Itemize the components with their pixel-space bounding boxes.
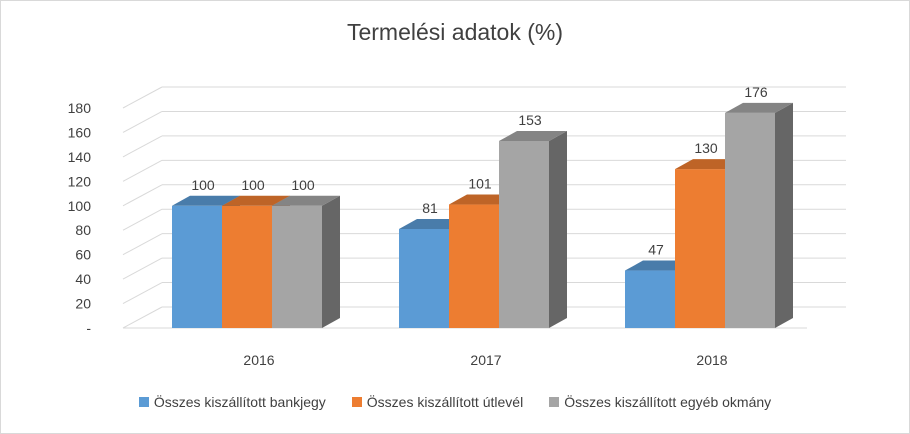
y-tick-label: 100 bbox=[68, 198, 92, 214]
data-label: 130 bbox=[694, 140, 718, 156]
gridline-diagonal bbox=[122, 159, 163, 182]
gridline-diagonal bbox=[122, 257, 163, 280]
y-tick-label: 40 bbox=[75, 271, 91, 287]
plot-area: - 20 40 60 80 100 120 140 160 180 100 100 100 2016 81 1… bbox=[68, 84, 846, 368]
legend-label: Összes kiszállított bankjegy bbox=[153, 394, 326, 410]
data-label: 100 bbox=[291, 177, 315, 193]
bar bbox=[222, 205, 272, 328]
bar-side bbox=[549, 131, 567, 328]
bar bbox=[172, 205, 222, 328]
gridline-diagonal bbox=[122, 208, 163, 231]
y-tick-label: 80 bbox=[75, 222, 91, 238]
legend-label: Összes kiszállított egyéb okmány bbox=[564, 394, 772, 410]
data-label: 100 bbox=[241, 177, 265, 193]
bar-top bbox=[172, 195, 240, 206]
data-label: 101 bbox=[468, 176, 492, 192]
data-label: 153 bbox=[518, 112, 542, 128]
legend-item: Összes kiszállított útlevél bbox=[351, 394, 524, 410]
legend-item: Összes kiszállított bankjegy bbox=[138, 394, 326, 410]
gridline-diagonal bbox=[122, 306, 163, 329]
bar bbox=[625, 270, 675, 328]
bar-top bbox=[499, 131, 567, 141]
x-tick-label: 2018 bbox=[696, 352, 727, 368]
data-label: 100 bbox=[191, 177, 215, 193]
y-tick-label: - bbox=[86, 320, 91, 336]
bar bbox=[725, 112, 775, 328]
x-tick-label: 2017 bbox=[470, 352, 501, 368]
y-tick-label: 160 bbox=[68, 124, 92, 140]
data-label: 47 bbox=[648, 242, 664, 258]
y-tick-label: 120 bbox=[68, 173, 92, 189]
bar bbox=[499, 141, 549, 328]
gridline-diagonal bbox=[122, 282, 163, 304]
bar-side bbox=[775, 102, 793, 328]
gridline-diagonal bbox=[122, 184, 163, 207]
y-tick-label: 180 bbox=[68, 100, 92, 116]
gridline-diagonal bbox=[122, 111, 163, 133]
legend: Összes kiszállított bankjegy Összes kiszá… bbox=[1, 394, 909, 410]
chart-title: Termelési adatok (%) bbox=[346, 19, 564, 45]
legend-swatch bbox=[138, 397, 149, 407]
bar-top bbox=[272, 195, 340, 206]
legend-swatch bbox=[351, 397, 362, 407]
gridline-diagonal bbox=[122, 86, 163, 109]
y-tick-label: 20 bbox=[75, 296, 91, 312]
bar bbox=[272, 205, 322, 328]
bar bbox=[675, 169, 725, 328]
gridline-diagonal bbox=[122, 135, 163, 158]
legend-swatch bbox=[549, 397, 560, 407]
x-tick-label: 2016 bbox=[243, 352, 274, 368]
bar bbox=[449, 204, 499, 328]
data-label: 176 bbox=[744, 84, 768, 100]
y-tick-label: 60 bbox=[75, 247, 91, 263]
bar-top bbox=[725, 102, 793, 113]
bar bbox=[399, 229, 449, 328]
y-tick-label: 140 bbox=[68, 149, 92, 165]
data-label: 81 bbox=[422, 200, 438, 216]
legend-label: Összes kiszállított útlevél bbox=[366, 394, 524, 410]
legend-item: Összes kiszállított egyéb okmány bbox=[549, 394, 771, 410]
bar-side bbox=[322, 195, 340, 328]
gridline-diagonal bbox=[122, 233, 163, 256]
bar-top bbox=[222, 195, 290, 206]
